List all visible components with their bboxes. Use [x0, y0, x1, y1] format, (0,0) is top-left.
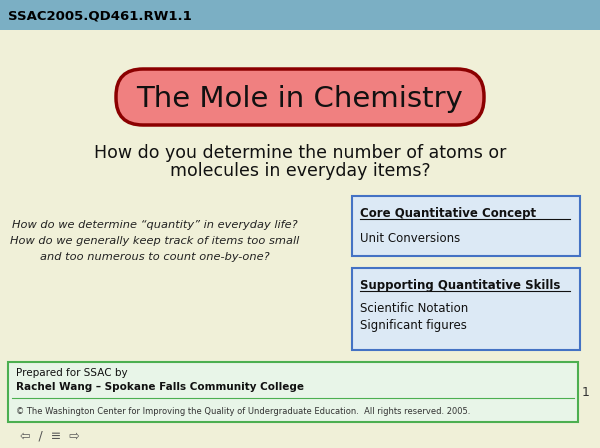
Text: Supporting Quantitative Skills: Supporting Quantitative Skills [360, 279, 560, 292]
FancyBboxPatch shape [352, 268, 580, 350]
Text: How do we determine “quantity” in everyday life?: How do we determine “quantity” in everyd… [12, 220, 298, 230]
Text: Rachel Wang – Spokane Falls Community College: Rachel Wang – Spokane Falls Community Co… [16, 382, 304, 392]
Text: Significant figures: Significant figures [360, 319, 467, 332]
Text: Scientific Notation: Scientific Notation [360, 302, 468, 314]
Text: SSAC2005.QD461.RW1.1: SSAC2005.QD461.RW1.1 [8, 9, 192, 22]
FancyBboxPatch shape [352, 196, 580, 256]
Text: How do we generally keep track of items too small: How do we generally keep track of items … [10, 236, 299, 246]
Text: Prepared for SSAC by: Prepared for SSAC by [16, 368, 128, 378]
Text: molecules in everyday items?: molecules in everyday items? [170, 162, 430, 180]
Text: ⇦  /  ≡  ⇨: ⇦ / ≡ ⇨ [20, 430, 80, 443]
Text: 1: 1 [582, 385, 590, 399]
Text: Core Quantitative Concept: Core Quantitative Concept [360, 207, 536, 220]
Text: and too numerous to count one-by-one?: and too numerous to count one-by-one? [40, 252, 270, 262]
Text: © The Washington Center for Improving the Quality of Undergraduate Education.  A: © The Washington Center for Improving th… [16, 408, 470, 417]
FancyBboxPatch shape [116, 69, 484, 125]
FancyBboxPatch shape [0, 0, 600, 30]
FancyBboxPatch shape [8, 362, 578, 422]
Text: How do you determine the number of atoms or: How do you determine the number of atoms… [94, 144, 506, 162]
Text: Unit Conversions: Unit Conversions [360, 232, 460, 245]
Text: The Mole in Chemistry: The Mole in Chemistry [137, 85, 463, 113]
